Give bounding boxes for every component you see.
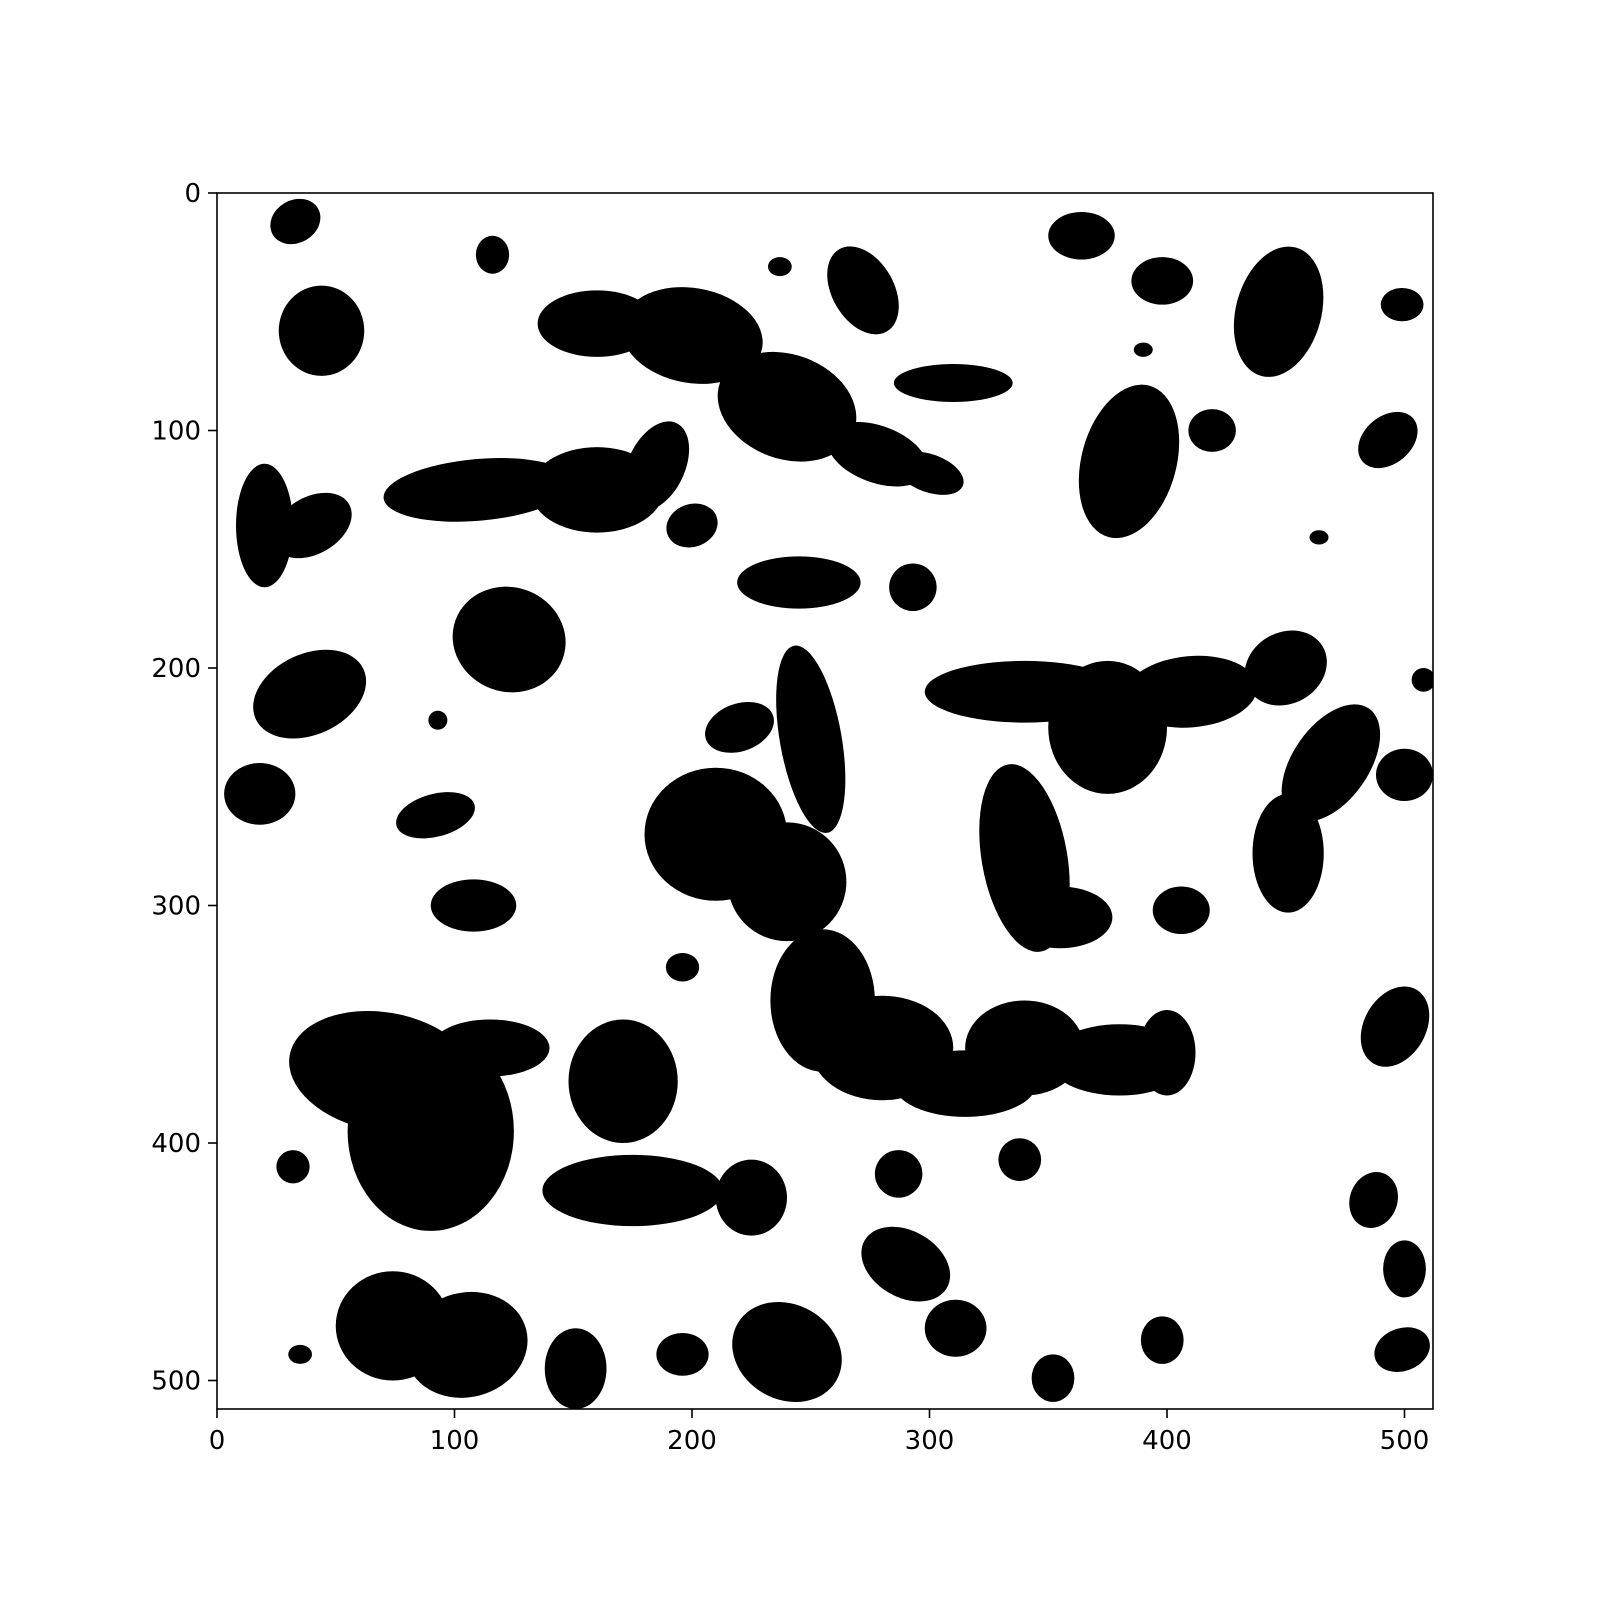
black-region-19	[1309, 530, 1329, 545]
black-region-9	[1133, 342, 1153, 357]
y-axis: 0 100 200 300 400 500	[151, 179, 217, 1397]
black-region-59	[276, 1150, 310, 1184]
black-region-57	[347, 1031, 514, 1231]
black-region-65	[1360, 986, 1430, 1067]
black-region-6	[1131, 257, 1194, 305]
black-region-73	[656, 1333, 709, 1376]
black-region-28	[452, 586, 566, 693]
black-region-15	[893, 364, 1013, 402]
x-tick-label-400: 400	[1142, 1426, 1192, 1456]
black-region-77	[1140, 1316, 1184, 1364]
black-region-52	[1376, 748, 1433, 801]
black-region-38	[727, 822, 847, 942]
black-region-5	[1048, 212, 1115, 260]
black-region-34	[665, 953, 700, 982]
black-region-58	[430, 1019, 550, 1077]
black-region-7	[1233, 246, 1324, 377]
black-region-70	[405, 1291, 528, 1398]
black-region-32	[396, 792, 475, 839]
black-region-21	[272, 492, 352, 559]
black-region-17	[1188, 409, 1236, 452]
black-region-29	[253, 649, 367, 739]
black-region-36	[705, 701, 774, 753]
black-region-27	[889, 563, 937, 611]
x-tick-label-200: 200	[667, 1426, 717, 1456]
plot-frame	[216, 192, 1434, 1410]
black-region-78	[1374, 1327, 1430, 1372]
x-tick-label-500: 500	[1380, 1426, 1430, 1456]
black-region-16	[1078, 384, 1180, 539]
black-region-20	[236, 463, 293, 588]
black-region-26	[737, 556, 861, 609]
y-tick-label-100: 100	[151, 417, 201, 447]
black-region-4	[827, 246, 899, 335]
black-region-31	[224, 763, 296, 825]
black-region-2	[278, 285, 365, 376]
black-region-72	[544, 1328, 607, 1409]
black-region-63	[874, 1150, 923, 1198]
black-region-24	[623, 421, 690, 511]
y-tick-label-200: 200	[151, 654, 201, 684]
black-region-0	[270, 198, 321, 245]
black-region-60	[568, 1019, 678, 1143]
black-region-71	[288, 1344, 312, 1364]
x-tick-label-0: 0	[209, 1426, 226, 1456]
black-region-12	[717, 351, 857, 462]
black-region-64	[998, 1138, 1042, 1181]
x-tick-label-100: 100	[430, 1426, 480, 1456]
black-region-25	[666, 503, 718, 548]
y-tick-label-0: 0	[184, 179, 201, 209]
y-tick-label-300: 300	[151, 892, 201, 922]
black-region-62	[715, 1159, 787, 1236]
x-tick-label-300: 300	[905, 1426, 955, 1456]
binary-image	[224, 198, 1433, 1409]
black-region-30	[428, 710, 448, 730]
black-region-49	[1411, 668, 1433, 692]
black-region-18	[1358, 411, 1418, 469]
black-region-66	[1349, 1172, 1398, 1228]
black-region-61	[542, 1154, 723, 1227]
black-region-67	[1383, 1240, 1426, 1298]
black-region-1	[475, 235, 510, 274]
black-region-75	[924, 1299, 987, 1357]
black-region-22	[383, 458, 573, 522]
black-region-44	[1138, 1010, 1196, 1096]
black-region-48	[1244, 630, 1327, 706]
black-region-50	[1281, 704, 1381, 822]
black-region-76	[1031, 1354, 1075, 1402]
black-region-33	[430, 879, 517, 932]
black-region-55	[1152, 886, 1210, 934]
black-region-14	[895, 451, 964, 495]
black-region-47	[1124, 655, 1258, 728]
black-region-54	[1007, 886, 1113, 949]
black-region-68	[861, 1226, 951, 1302]
y-tick-label-400: 400	[151, 1129, 201, 1159]
black-region-8	[1380, 288, 1424, 322]
black-region-11	[621, 287, 763, 384]
black-region-35	[776, 645, 846, 833]
black-region-51	[1252, 793, 1324, 913]
x-axis: 0 100 200 300 400 500	[209, 1409, 1430, 1456]
black-region-3	[768, 257, 792, 277]
y-tick-label-500: 500	[151, 1367, 201, 1397]
black-region-74	[732, 1301, 842, 1403]
